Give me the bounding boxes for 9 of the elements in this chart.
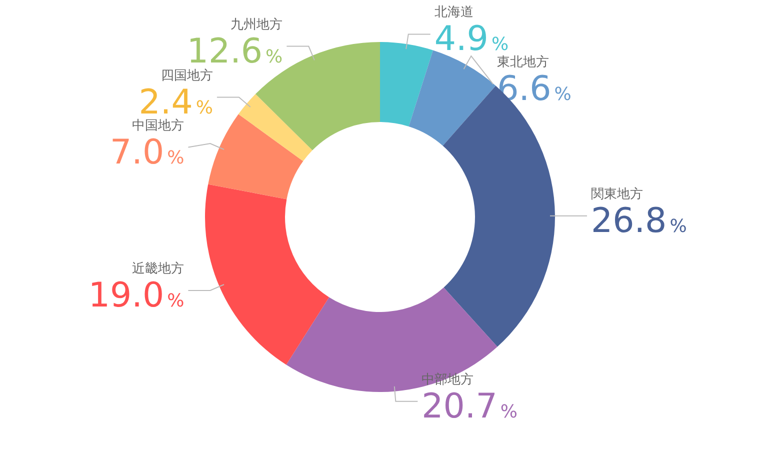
data-label: 20.7% [422,386,518,426]
slice-label: 近畿地方 [132,260,184,276]
slice-label: 関東地方 [590,186,643,202]
data-label: 19.0% [88,275,184,316]
slice-label: 北海道 [434,5,474,20]
data-label: 26.8% [590,200,687,241]
slice-label: 九州地方 [230,16,283,32]
data-label: 7.0% [110,132,184,172]
slice-label: 四国地方 [160,67,213,84]
